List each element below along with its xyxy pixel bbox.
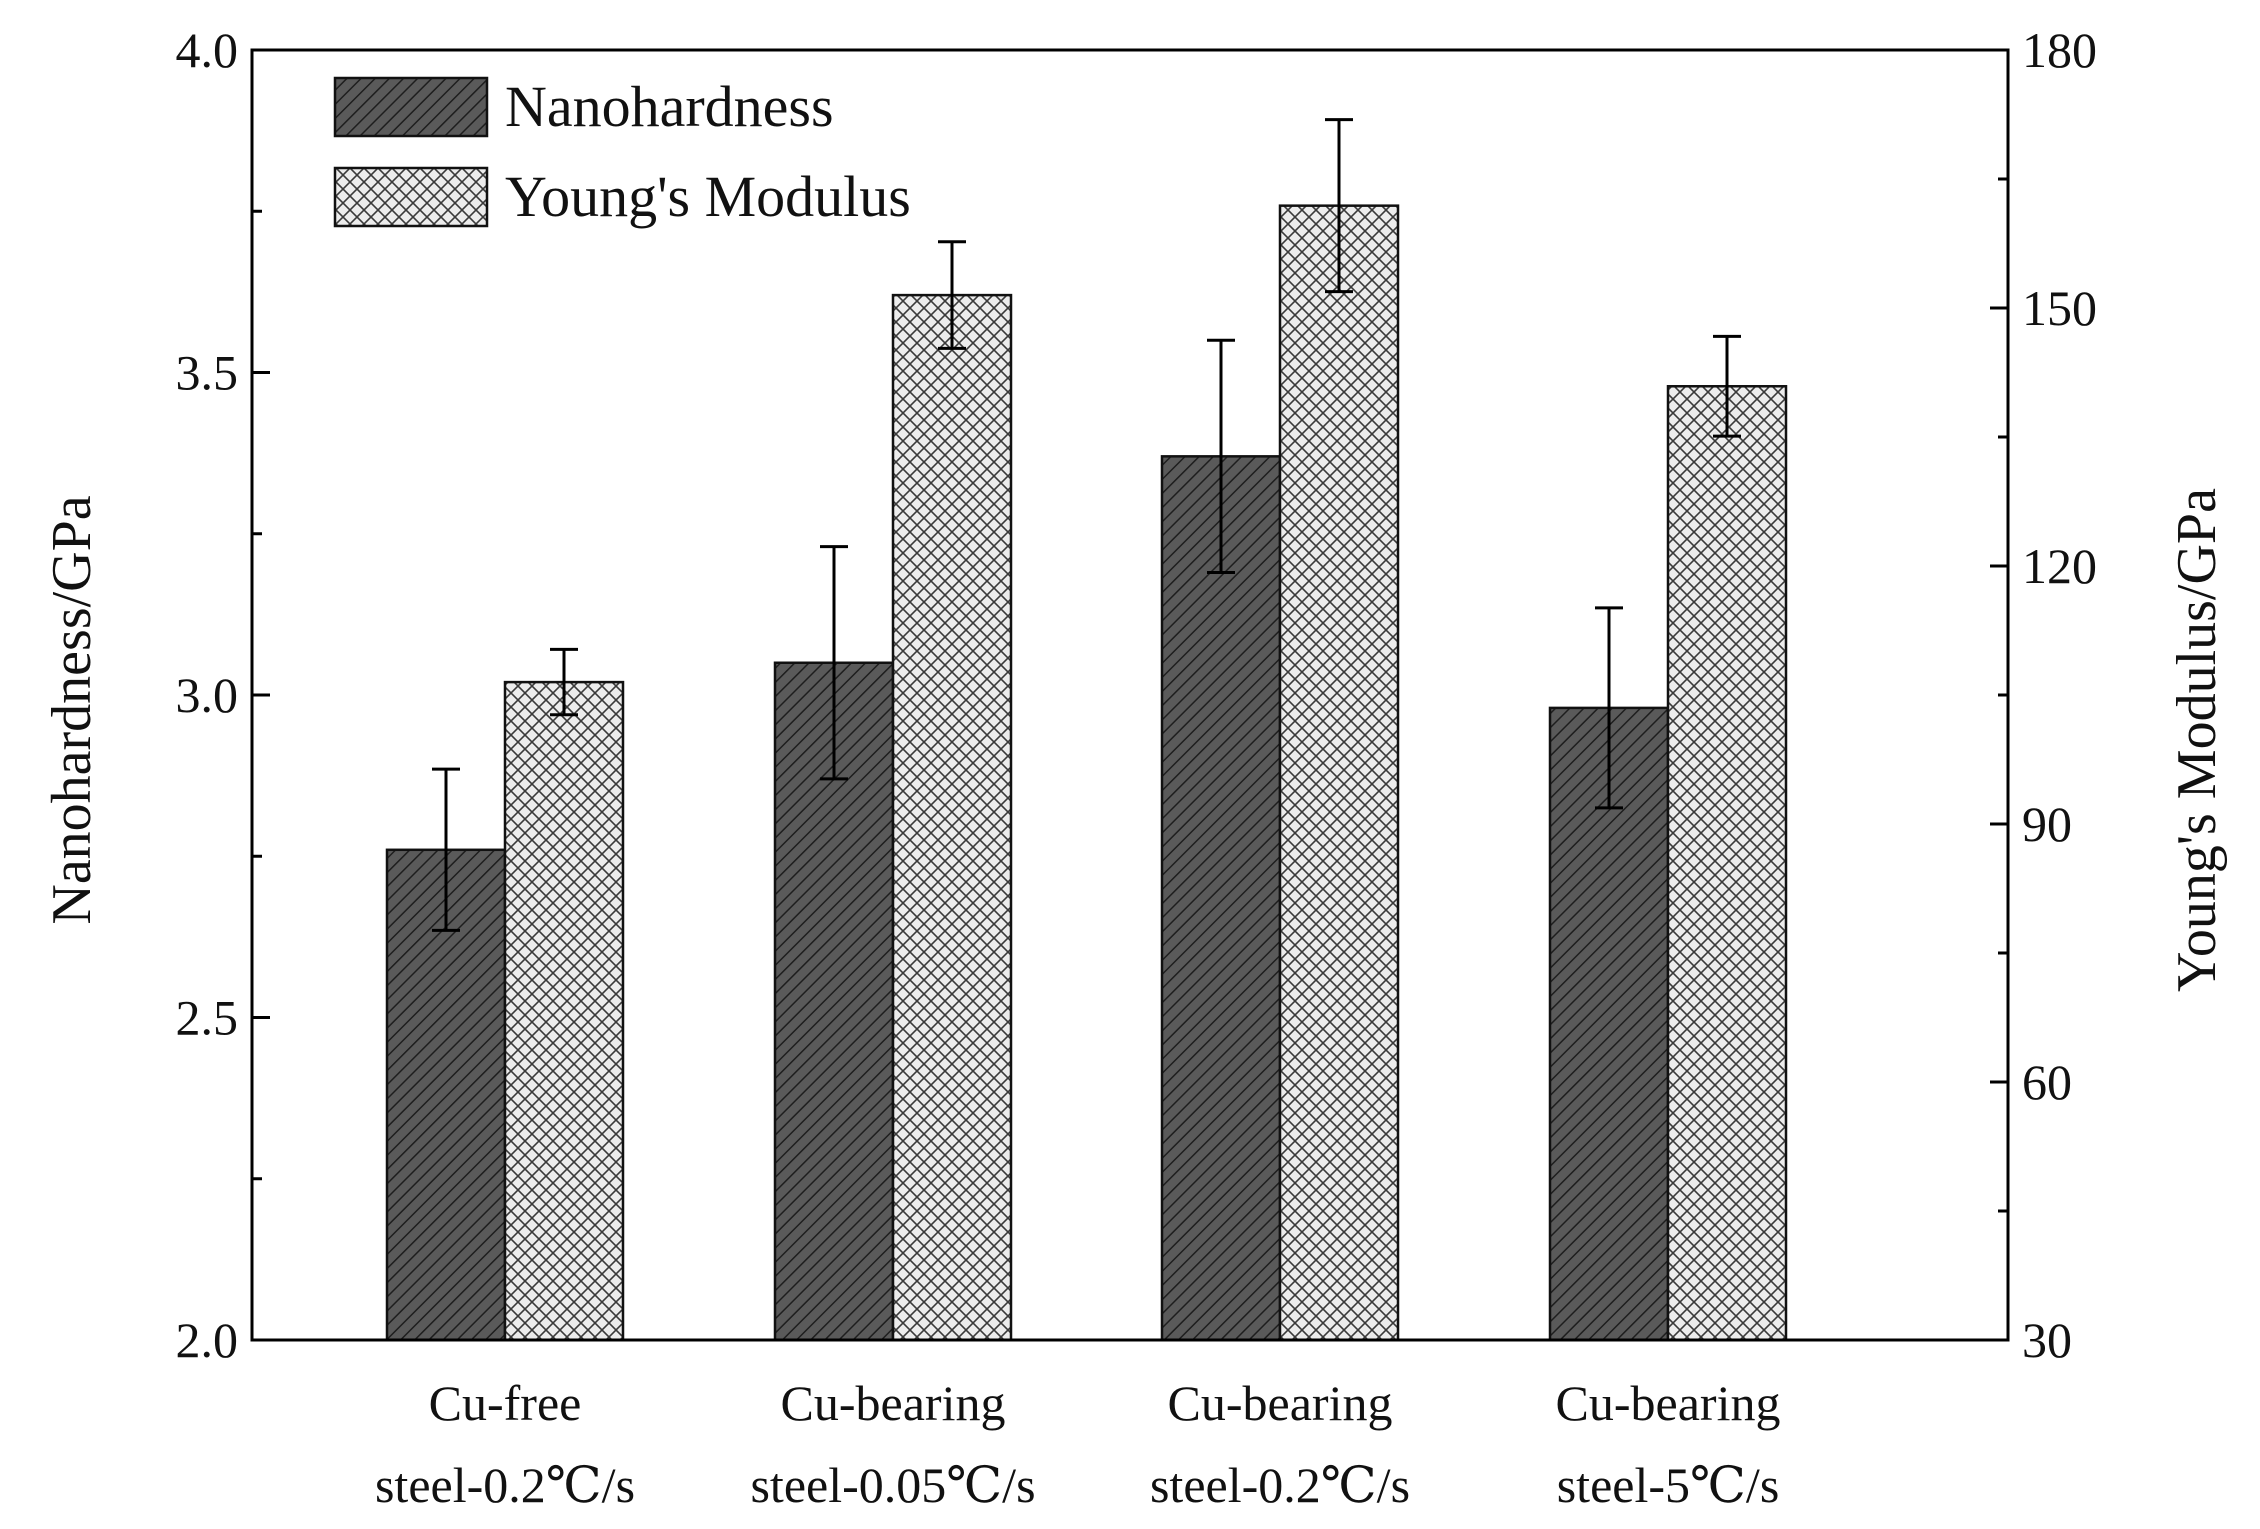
category-label-2-line-1: Cu-bearing [781, 1375, 1006, 1431]
category-label-1-line-2: steel-0.2℃/s [375, 1457, 635, 1513]
nanohardness-error-bar-1 [432, 767, 460, 932]
category-label-4-line-1: Cu-bearing [1556, 1375, 1781, 1431]
category-label-3-line-1: Cu-bearing [1168, 1375, 1393, 1431]
right-axis-title: Young's Modulus/GPa [2166, 488, 2228, 992]
left-tick-label: 2.0 [176, 1312, 239, 1368]
youngs-modulus-error-bar-1 [550, 647, 578, 717]
right-tick-label: 180 [2022, 22, 2097, 78]
right-tick-label: 90 [2022, 796, 2072, 852]
left-tick-label: 3.0 [176, 667, 239, 723]
youngs-modulus-bar-3 [1278, 204, 1400, 1342]
bars [385, 204, 1788, 1342]
category-label-2-line-2: steel-0.05℃/s [750, 1457, 1035, 1513]
left-axis-title: Nanohardness/GPa [41, 495, 103, 924]
axes: 2.0 2.5 3.0 3.5 4.0 30 60 90 120 150 180 Cu-free ste… [41, 22, 2228, 1513]
youngs-modulus-bar-1 [503, 680, 625, 1342]
youngs-modulus-bar-2 [891, 293, 1013, 1342]
legend-label-2: Young's Modulus [505, 164, 911, 229]
right-tick-label: 60 [2022, 1054, 2072, 1110]
category-label-1-line-1: Cu-free [429, 1375, 582, 1431]
error-bars [432, 118, 1741, 932]
youngs-modulus-bar-4 [1666, 385, 1788, 1342]
right-tick-label: 120 [2022, 538, 2097, 594]
right-tick-label: 30 [2022, 1312, 2072, 1368]
left-tick-label: 3.5 [176, 345, 239, 401]
legend-swatch-1 [333, 76, 489, 138]
youngs-modulus-error-bar-2 [938, 240, 966, 350]
legend: Nanohardness Young's Modulus [333, 74, 911, 229]
category-label-3-line-2: steel-0.2℃/s [1150, 1457, 1410, 1513]
nanohardness-error-bar-2 [820, 545, 848, 781]
nanohardness-error-bar-4 [1595, 606, 1623, 810]
youngs-modulus-error-bar-4 [1713, 334, 1741, 438]
left-tick-label: 2.5 [176, 990, 239, 1046]
left-tick-label: 4.0 [176, 22, 239, 78]
nanohardness-bar-3 [1160, 455, 1282, 1342]
nanohardness-error-bar-3 [1207, 338, 1235, 574]
legend-swatch-2 [333, 166, 489, 228]
category-label-4-line-2: steel-5℃/s [1557, 1457, 1780, 1513]
right-tick-label: 150 [2022, 280, 2097, 336]
legend-label-1: Nanohardness [505, 74, 834, 139]
youngs-modulus-error-bar-3 [1325, 118, 1353, 294]
